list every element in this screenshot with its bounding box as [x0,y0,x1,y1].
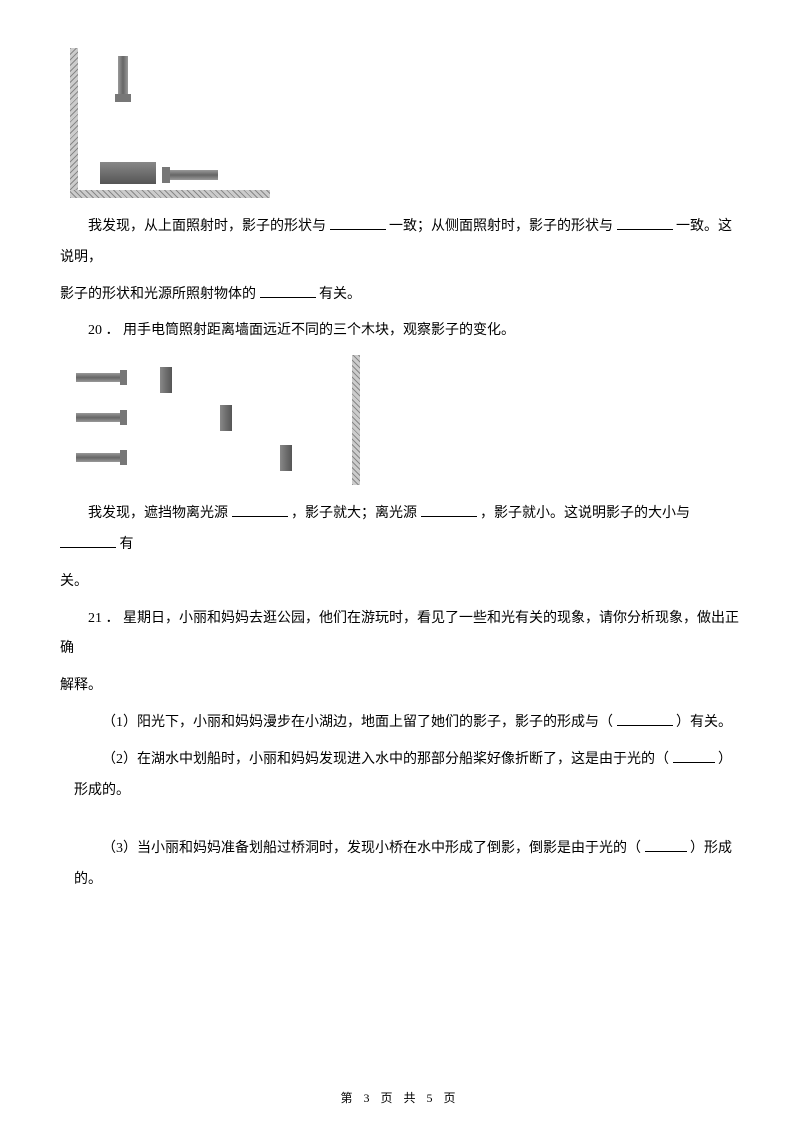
flashlight-side-icon [168,170,218,180]
q21-part2: （2）在湖水中划船时，小丽和妈妈发现进入水中的那部分船桨好像折断了，这是由于光的… [74,745,740,807]
q21-stem-line2: 解释。 [60,671,740,702]
q21-p2-a: （2）在湖水中划船时，小丽和妈妈发现进入水中的那部分船桨好像折断了，这是由于光的… [102,752,669,767]
q21-p1-b: ）有关。 [676,715,732,730]
q20-text-3: ，影子就小。这说明影子的大小与 [480,506,690,521]
flashlight-icon [76,413,122,422]
footer-mid: 页 共 [373,1091,426,1105]
wall-vertical [70,48,78,198]
scene-distance-shadow [70,355,360,485]
q20-text-1: 我发现，遮挡物离光源 [88,506,228,521]
q21-stem1: 星期日，小丽和妈妈去逛公园，他们在游玩时，看见了一些和光有关的现象，请你分析现象… [60,611,739,657]
flashlight-icon [76,453,122,462]
flashlight-top-icon [118,56,128,98]
blank [645,838,687,852]
q21-p1-a: （1）阳光下，小丽和妈妈漫步在小湖边，地面上留了她们的影子，影子的形成与（ [102,715,613,730]
q19-finding-line2: 影子的形状和光源所照射物体的 有关。 [60,280,740,311]
flashlight-icon [76,373,122,382]
q20-finding-line1: 我发现，遮挡物离光源 ，影子就大；离光源 ，影子就小。这说明影子的大小与 有 [60,499,740,561]
q21-stem2: 解释。 [60,678,102,693]
q20-text-5: 关。 [60,574,88,589]
scene-top-side-shadow [70,48,270,198]
footer-suffix: 页 [437,1091,460,1105]
blank [673,749,715,763]
q21-part3: （3）当小丽和妈妈准备划船过桥洞时，发现小桥在水中形成了倒影，倒影是由于光的（ … [74,834,740,896]
block-icon [220,405,232,431]
block-icon [160,367,172,393]
q20-text-2: ，影子就大；离光源 [291,506,417,521]
footer-total: 5 [427,1091,437,1105]
blank [60,534,116,548]
page-footer: 第 3 页 共 5 页 [0,1089,800,1106]
blank [617,216,673,230]
blank [421,503,477,517]
q20-number: 20 ． [88,323,120,338]
block-icon [280,445,292,471]
q19-finding-line1: 我发现，从上面照射时，影子的形状与 一致；从侧面照射时，影子的形状与 一致。这说… [60,212,740,274]
q20-finding-line2: 关。 [60,567,740,598]
wall-vertical [352,355,360,485]
document-page: 我发现，从上面照射时，影子的形状与 一致；从侧面照射时，影子的形状与 一致。这说… [0,0,800,1132]
blank [232,503,288,517]
content-area: 我发现，从上面照射时，影子的形状与 一致；从侧面照射时，影子的形状与 一致。这说… [60,48,740,896]
q20-stem-text: 用手电筒照射距离墙面远近不同的三个木块，观察影子的变化。 [123,323,515,338]
q21-part1: （1）阳光下，小丽和妈妈漫步在小湖边，地面上留了她们的影子，影子的形成与（ ）有… [74,708,740,739]
footer-page: 3 [363,1091,373,1105]
blank [260,284,316,298]
q19-text-5: 有关。 [319,287,361,302]
blank [617,712,673,726]
blank [330,216,386,230]
figure-q19 [70,48,740,198]
spacer [60,812,740,834]
wall-horizontal [70,190,270,198]
footer-prefix: 第 [340,1091,363,1105]
q21-p3-a: （3）当小丽和妈妈准备划船过桥洞时，发现小桥在水中形成了倒影，倒影是由于光的（ [102,841,641,856]
block-icon [100,162,156,184]
q19-text-4: 影子的形状和光源所照射物体的 [60,287,256,302]
q20-stem: 20 ． 用手电筒照射距离墙面远近不同的三个木块，观察影子的变化。 [60,316,740,347]
q21-stem-line1: 21 ． 星期日，小丽和妈妈去逛公园，他们在游玩时，看见了一些和光有关的现象，请… [60,604,740,666]
q19-text-1: 我发现，从上面照射时，影子的形状与 [88,219,326,234]
q19-text-2: 一致；从侧面照射时，影子的形状与 [389,219,613,234]
figure-q20 [70,355,740,485]
q20-text-4: 有 [120,537,134,552]
q21-number: 21 ． [88,611,120,626]
